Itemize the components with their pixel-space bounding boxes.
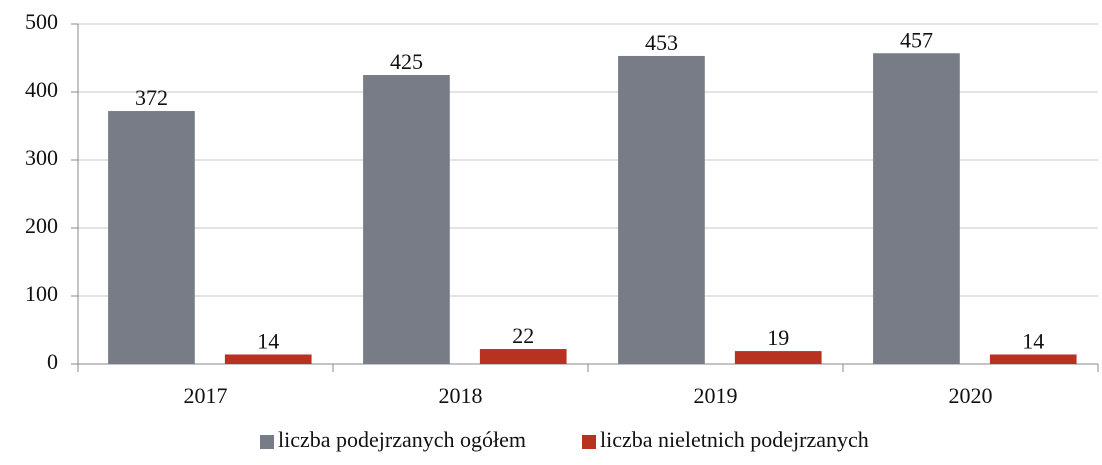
y-tick-label: 500 (25, 9, 58, 34)
legend-label: liczba podejrzanych ogółem (278, 427, 526, 452)
bar (618, 55, 705, 365)
value-label: 19 (767, 325, 789, 350)
value-label: 425 (390, 49, 423, 74)
legend-swatch (260, 435, 274, 449)
legend-swatch (582, 435, 596, 449)
x-tick-label: 2017 (184, 383, 228, 408)
bar (363, 75, 450, 364)
bar (873, 53, 960, 365)
bar (108, 111, 195, 364)
legend-label: liczba nieletnich podejrzanych (600, 427, 869, 452)
x-tick-label: 2020 (949, 383, 993, 408)
bar (479, 349, 567, 364)
value-label: 372 (135, 85, 168, 110)
y-tick-label: 400 (25, 77, 58, 102)
bar (224, 354, 312, 364)
x-tick-label: 2018 (439, 383, 483, 408)
bar (989, 354, 1077, 364)
bar (734, 351, 822, 364)
y-tick-label: 300 (25, 145, 58, 170)
y-tick-label: 200 (25, 213, 58, 238)
value-label: 22 (512, 323, 534, 348)
value-label: 14 (257, 329, 279, 354)
y-tick-label: 100 (25, 281, 58, 306)
value-label: 457 (900, 27, 933, 52)
x-tick-label: 2019 (694, 383, 738, 408)
value-label: 453 (645, 30, 678, 55)
value-label: 14 (1022, 329, 1044, 354)
y-tick-label: 0 (47, 349, 58, 374)
